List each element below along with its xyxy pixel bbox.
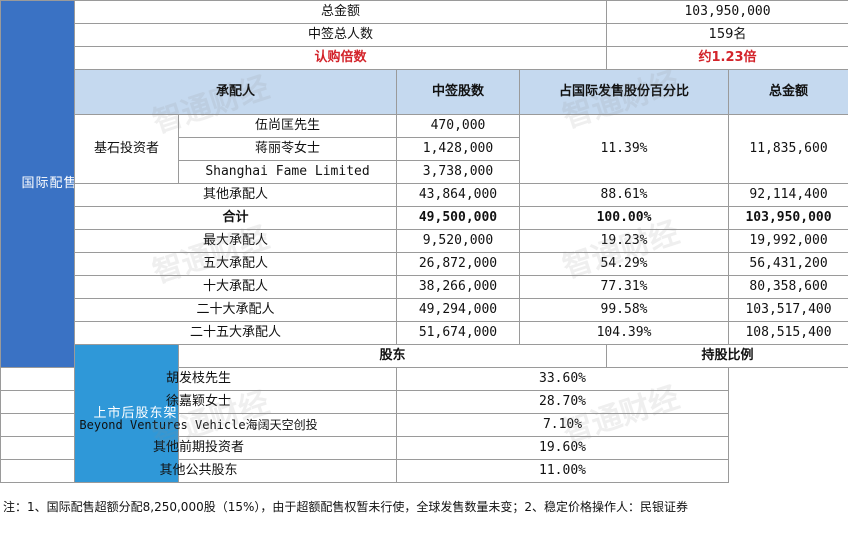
row-name: 十大承配人 — [74, 275, 397, 299]
row-name: 二十大承配人 — [74, 298, 397, 322]
header-pct: 占国际发售股份百分比 — [518, 69, 730, 115]
table-row: 基石投资者 伍尚匡先生 470,000 11.39% 11,835,600 — [1, 114, 848, 184]
footnote: 注：1、国际配售超额分配8,250,000股（15%），由于超额配售权暂未行使，… — [3, 500, 689, 514]
row-pct: 77.31% — [518, 275, 730, 299]
total-amount-value: 103,950,000 — [606, 0, 848, 24]
table-row: Beyond Ventures Vehicle海阔天空创投 7.10% — [0, 413, 848, 437]
row-pct: 88.61% — [518, 183, 730, 207]
row-name: 其他承配人 — [74, 183, 397, 207]
table-row: 徐嘉颖女士 28.70% — [0, 390, 848, 414]
row-name: 最大承配人 — [74, 229, 397, 253]
shareholder-name: 其他公共股东 — [0, 459, 397, 483]
section-label-international: 国际配售 — [0, 0, 75, 368]
total-row-name: 合计 — [74, 206, 397, 230]
cornerstone-investor-shares: 1,428,000 — [396, 137, 520, 161]
row-amount: 103,517,400 — [728, 298, 848, 322]
row-shares: 49,294,000 — [396, 298, 520, 322]
cornerstone-investor-shares: 3,738,000 — [396, 160, 520, 184]
cornerstone-investor-name: 蒋丽苓女士 — [178, 137, 397, 161]
table-row: 胡发枝先生 33.60% — [0, 367, 848, 391]
row-amount: 92,114,400 — [728, 183, 848, 207]
shareholders-header-name: 股东 — [177, 344, 608, 368]
header-shares: 中签股数 — [396, 69, 520, 115]
shareholder-ratio: 19.60% — [395, 436, 730, 460]
total-row-shares: 49,500,000 — [396, 206, 520, 230]
total-row: 合计 49,500,000 100.00% 103,950,000 — [1, 206, 848, 230]
cornerstone-investor-name: Shanghai Fame Limited — [178, 160, 397, 184]
total-winners-value: 159名 — [606, 23, 848, 47]
total-winners-label: 中签总人数 — [73, 23, 608, 47]
row-pct: 99.58% — [518, 298, 730, 322]
row-shares: 51,674,000 — [396, 321, 520, 345]
row-pct: 104.39% — [518, 321, 730, 345]
cornerstone-label: 基石投资者 — [74, 114, 179, 184]
shareholder-name: 胡发枝先生 — [0, 367, 397, 391]
table-row: 蒋丽苓女士 1,428,000 — [1, 137, 848, 161]
table-row: 其他公共股东 11.00% — [0, 459, 848, 483]
row-shares: 43,864,000 — [396, 183, 520, 207]
shareholder-ratio: 33.60% — [395, 367, 730, 391]
row-shares: 26,872,000 — [396, 252, 520, 276]
total-row-amount: 103,950,000 — [728, 206, 848, 230]
row-amount: 108,515,400 — [728, 321, 848, 345]
row-name: 五大承配人 — [74, 252, 397, 276]
table-row: 十大承配人 38,266,000 77.31% 80,358,600 — [1, 275, 848, 299]
row-pct: 19.23% — [518, 229, 730, 253]
header-underwriter: 承配人 — [74, 69, 397, 115]
summary-row-total-winners: 中签总人数 159名 — [1, 23, 848, 47]
shareholder-name: Beyond Ventures Vehicle海阔天空创投 — [0, 413, 397, 437]
cornerstone-investor-shares: 470,000 — [396, 114, 520, 138]
shareholder-name: 徐嘉颖女士 — [0, 390, 397, 414]
row-amount: 56,431,200 — [728, 252, 848, 276]
cornerstone-investor-name: 伍尚匡先生 — [178, 114, 397, 138]
table-row: 其他前期投资者 19.60% — [0, 436, 848, 460]
shareholders-header-ratio: 持股比例 — [606, 344, 848, 368]
cornerstone-pct: 11.39% — [518, 114, 730, 184]
shareholders-header-row: 上市后股东架构 股东 持股比例 — [1, 344, 848, 483]
total-amount-label: 总金额 — [73, 0, 608, 24]
row-name: 二十五大承配人 — [74, 321, 397, 345]
row-pct: 54.29% — [518, 252, 730, 276]
summary-row-total-amount: 国际配售 总金额 103,950,000 — [0, 0, 848, 368]
shareholder-ratio: 28.70% — [395, 390, 730, 414]
row-amount: 19,992,000 — [728, 229, 848, 253]
shareholder-name: 其他前期投资者 — [0, 436, 397, 460]
cornerstone-amount: 11,835,600 — [728, 114, 848, 184]
subscription-value: 约1.23倍 — [606, 46, 848, 70]
subscription-label: 认购倍数 — [73, 46, 608, 70]
table-row: 五大承配人 26,872,000 54.29% 56,431,200 — [1, 252, 848, 276]
header-row: 承配人 中签股数 占国际发售股份百分比 总金额 — [1, 69, 848, 115]
table-row: 二十大承配人 49,294,000 99.58% 103,517,400 — [1, 298, 848, 322]
table-row: 其他承配人 43,864,000 88.61% 92,114,400 — [1, 183, 848, 207]
summary-row-subscription: 认购倍数 约1.23倍 — [1, 46, 848, 70]
shareholder-ratio: 7.10% — [395, 413, 730, 437]
row-shares: 9,520,000 — [396, 229, 520, 253]
shareholder-ratio: 11.00% — [395, 459, 730, 483]
header-amount: 总金额 — [728, 69, 848, 115]
row-shares: 38,266,000 — [396, 275, 520, 299]
total-row-pct: 100.00% — [518, 206, 730, 230]
table-row: 最大承配人 9,520,000 19.23% 19,992,000 — [1, 229, 848, 253]
row-amount: 80,358,600 — [728, 275, 848, 299]
allotment-table: 国际配售 总金额 103,950,000 中签总人数 159名 认购倍数 约1.… — [0, 0, 848, 483]
table-row: 二十五大承配人 51,674,000 104.39% 108,515,400 — [1, 321, 848, 345]
